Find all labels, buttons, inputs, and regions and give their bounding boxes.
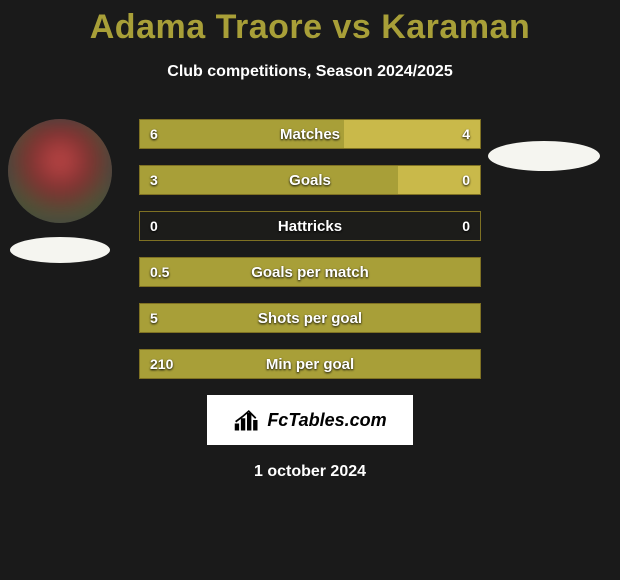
comparison-content: 6Matches43Goals00Hattricks00.5Goals per …	[0, 119, 620, 481]
player-right-flag	[488, 141, 600, 171]
subtitle: Club competitions, Season 2024/2025	[0, 63, 620, 81]
date-label: 1 october 2024	[0, 463, 620, 481]
stat-row: 0.5Goals per match	[139, 257, 481, 287]
player-left-avatar	[8, 119, 112, 223]
stat-value-right: 0	[462, 166, 470, 194]
player-left-block	[8, 119, 112, 263]
stat-label: Matches	[140, 120, 480, 148]
avatar-image	[8, 119, 112, 223]
stat-value-right: 0	[462, 212, 470, 240]
stat-label: Shots per goal	[140, 304, 480, 332]
stat-value-right: 4	[462, 120, 470, 148]
stat-label: Goals	[140, 166, 480, 194]
stat-row: 210Min per goal	[139, 349, 481, 379]
logo-box: FcTables.com	[207, 395, 413, 445]
page-title: Adama Traore vs Karaman	[0, 0, 620, 47]
stat-row: 3Goals0	[139, 165, 481, 195]
stat-row: 0Hattricks0	[139, 211, 481, 241]
player-right-block	[488, 119, 600, 171]
bars-icon	[233, 407, 261, 433]
stat-label: Goals per match	[140, 258, 480, 286]
stat-row: 6Matches4	[139, 119, 481, 149]
stat-row: 5Shots per goal	[139, 303, 481, 333]
logo-text: FcTables.com	[267, 410, 386, 431]
fctables-logo: FcTables.com	[233, 407, 386, 433]
stat-label: Min per goal	[140, 350, 480, 378]
stats-bars: 6Matches43Goals00Hattricks00.5Goals per …	[139, 119, 481, 379]
player-left-flag	[10, 237, 110, 263]
stat-label: Hattricks	[140, 212, 480, 240]
